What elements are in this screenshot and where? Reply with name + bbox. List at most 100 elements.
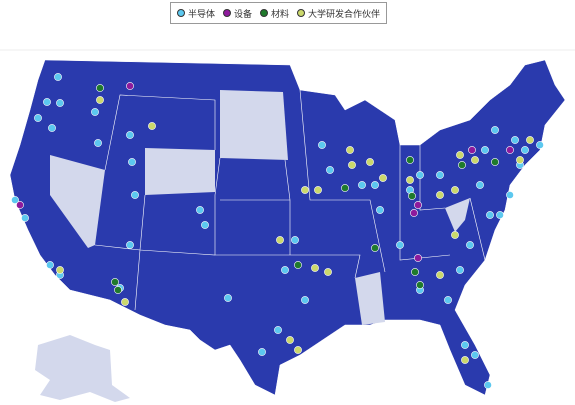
location-dot[interactable] (516, 156, 524, 164)
legend-item[interactable]: 材料 (260, 7, 289, 20)
location-dot[interactable] (314, 186, 322, 194)
location-dot[interactable] (471, 156, 479, 164)
location-dot[interactable] (224, 294, 232, 302)
location-dot[interactable] (148, 122, 156, 130)
location-dot[interactable] (301, 296, 309, 304)
location-dot[interactable] (301, 186, 309, 194)
location-dot[interactable] (536, 141, 544, 149)
location-dot[interactable] (484, 381, 492, 389)
location-dot[interactable] (511, 136, 519, 144)
location-dot[interactable] (281, 266, 289, 274)
location-dot[interactable] (96, 84, 104, 92)
location-dot[interactable] (416, 281, 424, 289)
location-dot[interactable] (121, 298, 129, 306)
location-dot[interactable] (54, 73, 62, 81)
location-dot[interactable] (201, 221, 209, 229)
legend-item[interactable]: 半导体 (177, 7, 215, 20)
location-dot[interactable] (481, 146, 489, 154)
location-dot[interactable] (371, 244, 379, 252)
location-dot[interactable] (371, 181, 379, 189)
location-dot[interactable] (358, 181, 366, 189)
location-dot[interactable] (456, 151, 464, 159)
location-dot[interactable] (114, 286, 122, 294)
location-dot[interactable] (456, 266, 464, 274)
location-dot[interactable] (461, 341, 469, 349)
location-dot[interactable] (34, 114, 42, 122)
location-dot[interactable] (56, 266, 64, 274)
location-dot[interactable] (471, 351, 479, 359)
location-dot[interactable] (414, 254, 422, 262)
location-dot[interactable] (491, 158, 499, 166)
location-dot[interactable] (286, 336, 294, 344)
location-dot[interactable] (379, 174, 387, 182)
location-dot[interactable] (291, 236, 299, 244)
location-dot[interactable] (276, 236, 284, 244)
legend-item[interactable]: 大学研发合作伙伴 (297, 7, 380, 20)
location-dot[interactable] (294, 261, 302, 269)
location-dot[interactable] (11, 196, 19, 204)
location-dot[interactable] (526, 136, 534, 144)
location-dot[interactable] (451, 231, 459, 239)
location-dot[interactable] (311, 264, 319, 272)
location-dot[interactable] (196, 206, 204, 214)
legend: 半导体 设备 材料 大学研发合作伙伴 (170, 2, 388, 24)
location-dot[interactable] (346, 146, 354, 154)
location-dot[interactable] (491, 126, 499, 134)
location-dot[interactable] (126, 82, 134, 90)
location-dot[interactable] (406, 176, 414, 184)
location-dot[interactable] (411, 268, 419, 276)
location-dot[interactable] (274, 326, 282, 334)
location-dot[interactable] (486, 211, 494, 219)
location-dot[interactable] (326, 166, 334, 174)
location-dot[interactable] (46, 261, 54, 269)
location-dot[interactable] (461, 356, 469, 364)
location-dot[interactable] (521, 146, 529, 154)
location-dot[interactable] (406, 156, 414, 164)
location-dot[interactable] (466, 241, 474, 249)
legend-item[interactable]: 设备 (223, 7, 252, 20)
location-dot[interactable] (48, 124, 56, 132)
location-dot[interactable] (506, 146, 514, 154)
location-dot[interactable] (96, 96, 104, 104)
location-dot[interactable] (506, 191, 514, 199)
location-dot[interactable] (56, 99, 64, 107)
legend-label: 半导体 (188, 9, 216, 20)
location-dot[interactable] (458, 161, 466, 169)
location-dot[interactable] (366, 158, 374, 166)
location-dot[interactable] (131, 191, 139, 199)
state (445, 198, 470, 232)
location-dot[interactable] (341, 184, 349, 192)
location-dot[interactable] (126, 241, 134, 249)
location-dot[interactable] (444, 296, 452, 304)
location-dot[interactable] (16, 201, 24, 209)
location-dot[interactable] (476, 181, 484, 189)
location-dot[interactable] (410, 209, 418, 217)
location-dot[interactable] (94, 139, 102, 147)
location-dot[interactable] (496, 211, 504, 219)
location-dot[interactable] (318, 141, 326, 149)
location-dot[interactable] (451, 186, 459, 194)
location-dot[interactable] (126, 131, 134, 139)
location-dot[interactable] (348, 161, 356, 169)
location-dot[interactable] (258, 348, 266, 356)
location-dot[interactable] (324, 268, 332, 276)
location-dot[interactable] (128, 158, 136, 166)
mainland (9, 59, 566, 396)
location-dot[interactable] (414, 201, 422, 209)
location-dot[interactable] (396, 241, 404, 249)
location-dot[interactable] (436, 191, 444, 199)
location-dot[interactable] (111, 278, 119, 286)
location-dot[interactable] (468, 146, 476, 154)
location-dot[interactable] (436, 171, 444, 179)
location-dot[interactable] (91, 108, 99, 116)
location-dot[interactable] (21, 214, 29, 222)
location-dot[interactable] (43, 98, 51, 106)
location-dot[interactable] (376, 206, 384, 214)
location-dot[interactable] (294, 346, 302, 354)
location-dot[interactable] (436, 271, 444, 279)
location-dot[interactable] (416, 171, 424, 179)
borders (94, 89, 486, 311)
state (50, 155, 105, 248)
location-dot[interactable] (408, 192, 416, 200)
